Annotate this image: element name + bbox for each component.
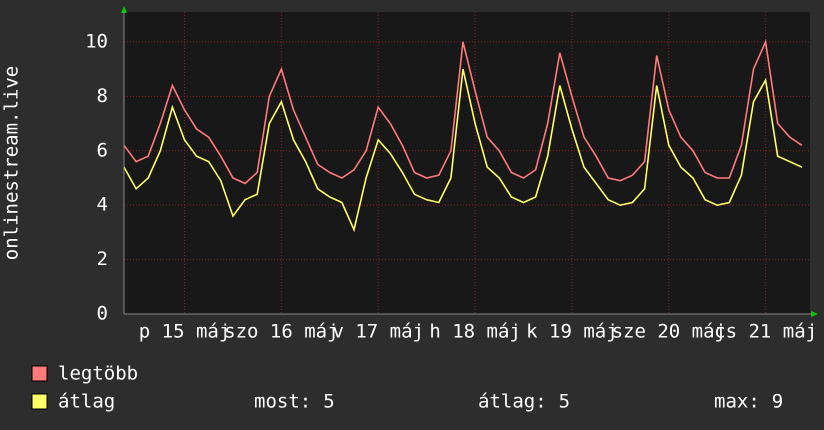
stat-label: átlag: xyxy=(478,391,547,413)
series-line xyxy=(123,68,803,233)
legend-label: legtöbb xyxy=(58,363,138,385)
x-tick-label: v 17 máj xyxy=(332,321,424,343)
y-tick-label: 6 xyxy=(97,139,108,161)
x-tick-label: cs 21 máj xyxy=(714,321,817,343)
x-tick-label: p 15 máj xyxy=(139,321,231,343)
plot-area xyxy=(124,12,810,314)
series-line xyxy=(123,39,803,185)
legend-label: átlag xyxy=(58,391,115,413)
stat-value: 5 xyxy=(559,391,570,413)
y-tick-label: 10 xyxy=(85,30,108,52)
x-arrow xyxy=(811,311,818,317)
legend-swatch xyxy=(31,365,48,382)
y-arrow xyxy=(121,6,127,13)
legend-swatch xyxy=(31,393,48,410)
stat-value: 9 xyxy=(772,391,783,413)
y-tick-label: 0 xyxy=(97,303,108,325)
y-tick-label: 2 xyxy=(97,248,108,270)
x-tick-label: k 19 máj xyxy=(526,321,618,343)
y-tick-label: 8 xyxy=(97,85,108,107)
y-tick-label: 4 xyxy=(97,194,108,216)
stat-label: max: xyxy=(714,391,760,413)
x-tick-label: szo 16 máj xyxy=(224,321,338,343)
y-axis-label: onlinestream.live xyxy=(1,66,23,260)
x-tick-label: h 18 máj xyxy=(429,321,521,343)
legend: legtöbb átlag most: 5 átlag: 5 max: 9 xyxy=(31,363,783,413)
stat-value: 5 xyxy=(323,391,334,413)
stat-label: most: xyxy=(254,391,311,413)
x-tick-label: sze 20 máj xyxy=(612,321,726,343)
